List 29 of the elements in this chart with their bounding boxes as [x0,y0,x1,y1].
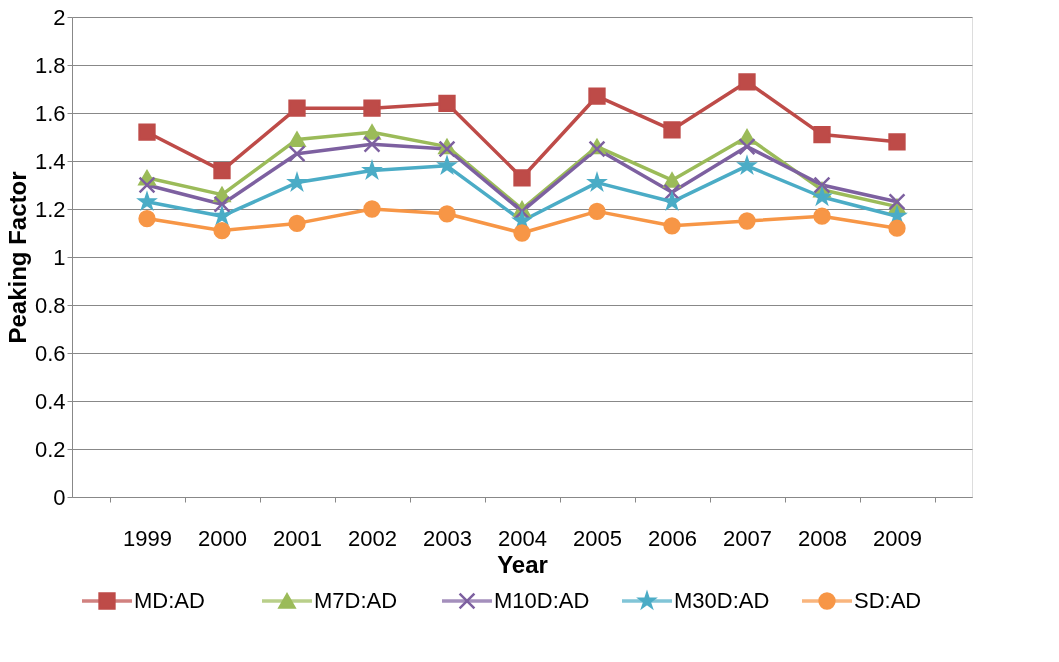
y-tick-label: 1.6 [34,100,66,126]
y-tick-label: 0.8 [34,292,66,318]
x-tick-label: 2007 [723,525,772,551]
x-axis-title: Year [497,550,548,578]
y-tick-label: 1.2 [34,196,66,222]
x-tick-label: 1999 [123,525,172,551]
y-tick-label: 1.4 [34,148,66,174]
y-tick-label: 0 [53,484,66,510]
y-tick-label: 0.6 [34,340,66,366]
x-tick-label: 2000 [198,525,247,551]
x-tick-label: 2001 [273,525,322,551]
x-tick-label: 2006 [648,525,697,551]
legend-label: M10D:AD [494,588,590,613]
y-axis-title: Peaking Factor [3,171,31,344]
x-tick-label: 2002 [348,525,397,551]
y-tick-label: 0.2 [34,436,66,462]
legend-label: MD:AD [134,588,205,613]
y-tick-label: 1 [53,244,66,270]
x-tick-label: 2008 [798,525,847,551]
y-tick-label: 1.8 [34,52,66,78]
legend-label: M30D:AD [674,588,770,613]
y-tick-label: 0.4 [34,388,66,414]
y-tick-label: 2 [53,4,66,30]
x-tick-label: 2009 [873,525,922,551]
x-tick-label: 2005 [573,525,622,551]
x-tick-label: 2004 [498,525,547,551]
legend-label: M7D:AD [314,588,398,613]
x-tick-label: 2003 [423,525,472,551]
legend-label: SD:AD [854,588,922,613]
